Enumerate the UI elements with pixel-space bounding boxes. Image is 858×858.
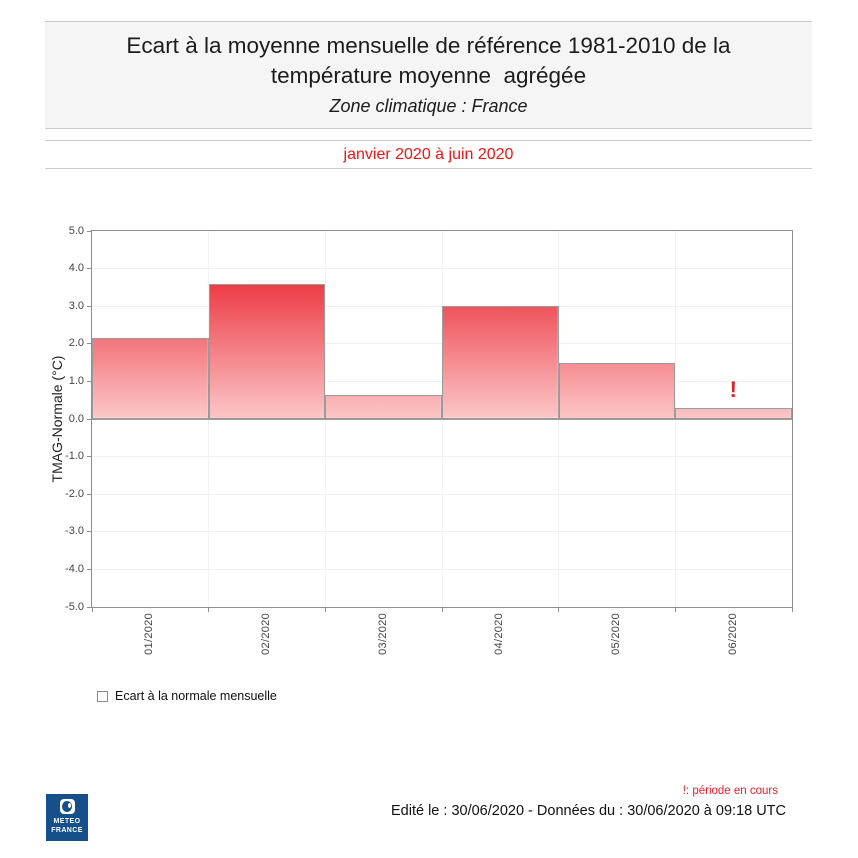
edited-timestamp: Edité le : 30/06/2020 - Données du : 30/… bbox=[391, 803, 786, 819]
x-tick-label: 02/2020 bbox=[260, 613, 272, 655]
period-label: janvier 2020 à juin 2020 bbox=[343, 145, 514, 163]
x-tick-label: 01/2020 bbox=[143, 613, 156, 655]
bar-01/2020 bbox=[92, 338, 209, 419]
x-tick bbox=[208, 608, 210, 612]
x-tick bbox=[91, 608, 93, 612]
logo-text: METEO FRANCE bbox=[51, 818, 83, 834]
y-tick bbox=[87, 305, 92, 307]
meteo-france-icon bbox=[59, 799, 75, 814]
y-tick-label: -4.0 bbox=[65, 562, 84, 575]
x-tick-label: 05/2020 bbox=[610, 613, 622, 655]
y-tick bbox=[87, 380, 92, 382]
y-tick-label: -5.0 bbox=[65, 600, 84, 613]
x-tick bbox=[441, 608, 443, 612]
x-tick-label: 03/2020 bbox=[376, 613, 389, 655]
y-tick bbox=[87, 268, 92, 270]
bar-05/2020 bbox=[558, 362, 676, 419]
footnote-period-en-cours: !: période en cours bbox=[682, 785, 778, 797]
bar-04/2020 bbox=[442, 306, 559, 419]
chart-subtitle: Zone climatique : France bbox=[329, 96, 528, 116]
bar-02/2020 bbox=[208, 283, 326, 419]
y-tick-label: 0.0 bbox=[68, 412, 84, 425]
y-tick-label: -3.0 bbox=[65, 525, 84, 538]
y-tick-label: -2.0 bbox=[65, 487, 84, 500]
y-tick bbox=[87, 493, 92, 495]
y-tick bbox=[87, 568, 92, 570]
x-tick bbox=[674, 608, 676, 612]
current-period-alert: ! bbox=[729, 377, 737, 403]
y-tick bbox=[87, 606, 92, 608]
meteo-france-logo: METEO FRANCE bbox=[46, 794, 88, 841]
zero-axis-line bbox=[92, 418, 792, 420]
legend: Ecart à la normale mensuelle bbox=[97, 689, 277, 703]
period-strip: janvier 2020 à juin 2020 bbox=[45, 140, 812, 169]
y-tick bbox=[87, 456, 92, 458]
y-tick-label: 3.0 bbox=[68, 299, 84, 312]
y-tick bbox=[87, 343, 92, 345]
y-tick-label: 5.0 bbox=[68, 224, 84, 237]
legend-swatch-icon bbox=[97, 690, 108, 702]
y-tick-label: 4.0 bbox=[68, 262, 84, 275]
x-tick bbox=[791, 608, 793, 612]
y-tick-label: 2.0 bbox=[68, 337, 84, 350]
y-tick bbox=[87, 230, 92, 232]
x-tick-label: 06/2020 bbox=[726, 613, 739, 655]
x-tick bbox=[558, 608, 560, 612]
title-band: Ecart à la moyenne mensuelle de référenc… bbox=[45, 21, 812, 129]
y-tick-label: 1.0 bbox=[68, 374, 84, 387]
chart-title: Ecart à la moyenne mensuelle de référenc… bbox=[126, 33, 737, 88]
y-tick bbox=[87, 531, 92, 533]
plot-area: TMAG-Normale (°C) -5.0 -4.0 -3.0 -2.0 -1.0 0.… bbox=[49, 225, 793, 655]
y-tick-label: -1.0 bbox=[65, 450, 84, 463]
x-tick-label: 04/2020 bbox=[493, 613, 506, 655]
legend-label: Ecart à la normale mensuelle bbox=[115, 689, 277, 703]
bar-03/2020 bbox=[325, 394, 442, 419]
x-tick bbox=[324, 608, 326, 612]
y-tick bbox=[87, 418, 92, 420]
